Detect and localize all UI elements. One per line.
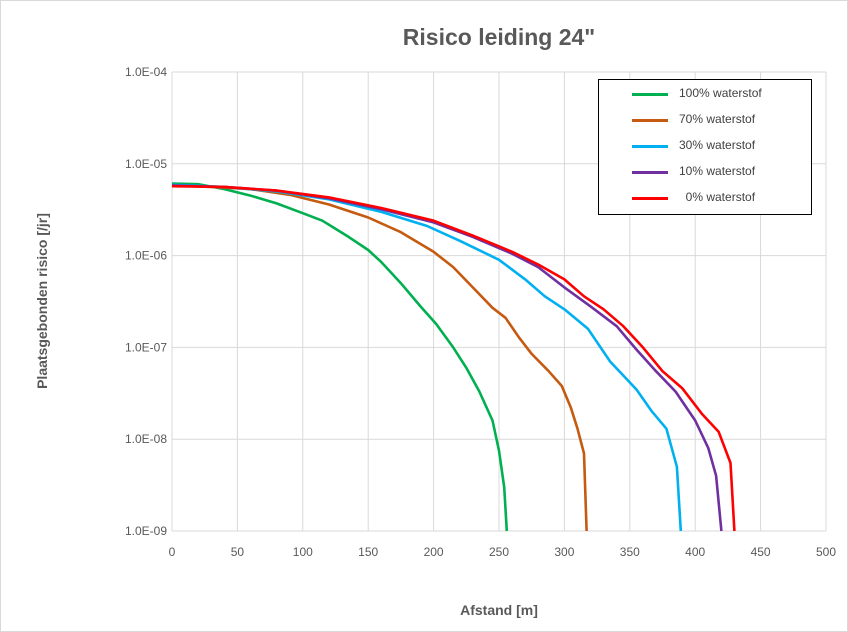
legend-swatch <box>632 197 668 200</box>
x-tick-label: 150 <box>358 545 378 559</box>
x-tick-label: 50 <box>231 545 245 559</box>
x-tick-label: 400 <box>685 545 705 559</box>
x-axis-label: Afstand [m] <box>460 602 538 618</box>
legend-label: 10% waterstof <box>679 164 756 178</box>
series-line-4 <box>171 184 723 532</box>
legend-item: 10% waterstof <box>599 159 811 185</box>
x-tick-label: 200 <box>424 545 444 559</box>
x-tick-label: 500 <box>816 545 836 559</box>
legend-swatch <box>632 119 668 122</box>
x-tick-label: 0 <box>169 545 176 559</box>
legend-label: 100% waterstof <box>679 86 762 100</box>
legend-label: 70% waterstof <box>679 112 756 126</box>
x-tick-label: 350 <box>620 545 640 559</box>
legend-label: 30% waterstof <box>679 138 756 152</box>
y-tick-label: 1.0E-06 <box>125 249 167 263</box>
legend-item: 0% waterstof <box>599 185 811 211</box>
series-line-2 <box>171 184 588 532</box>
series-line-1 <box>171 182 509 532</box>
y-tick-label: 1.0E-05 <box>125 157 167 171</box>
legend-item: 100% waterstof <box>599 81 811 107</box>
legend-item: 30% waterstof <box>599 133 811 159</box>
x-tick-label: 450 <box>751 545 771 559</box>
x-tick-label: 100 <box>293 545 313 559</box>
y-tick-label: 1.0E-09 <box>125 524 167 538</box>
series-line-3 <box>171 183 683 532</box>
x-tick-label: 250 <box>489 545 509 559</box>
legend-swatch <box>632 93 668 96</box>
x-tick-label: 300 <box>554 545 574 559</box>
legend-swatch <box>632 145 668 148</box>
y-tick-label: 1.0E-08 <box>125 432 167 446</box>
legend-label: 0% waterstof <box>679 190 756 204</box>
series-line-5 <box>171 184 736 532</box>
legend-item: 70% waterstof <box>599 107 811 133</box>
y-tick-label: 1.0E-07 <box>125 340 167 354</box>
y-tick-label: 1.0E-04 <box>125 65 167 79</box>
legend-swatch <box>632 171 668 174</box>
y-axis-label: Plaatsgebonden risico [/jr] <box>34 213 50 389</box>
chart-title: Risico leiding 24" <box>402 24 596 50</box>
legend: 100% waterstof 70% waterstof 30% waterstof… <box>598 79 812 215</box>
